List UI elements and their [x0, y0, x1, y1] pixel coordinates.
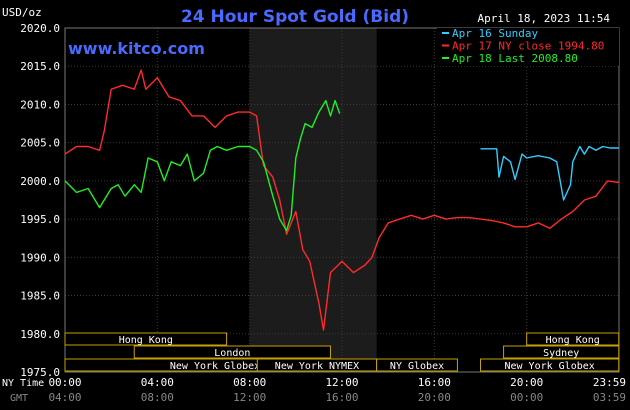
session-label: Hong Kong: [119, 335, 173, 346]
session-label: London: [214, 348, 250, 359]
x-tick-gmt: 16:00: [325, 391, 358, 404]
legend-entry: Apr 17 NY close 1994.80: [452, 40, 604, 53]
x-tick-ny: 04:00: [141, 376, 174, 389]
x-tick-gmt: 08:00: [141, 391, 174, 404]
series-line-1: [64, 69, 620, 331]
x-tick-ny: 08:00: [233, 376, 266, 389]
y-tick-label: 2015.0: [20, 60, 60, 73]
session-label: New York NYMEX: [275, 361, 359, 372]
session-bar: NY Globex: [376, 358, 458, 372]
ny-nymex-highlight-band: [249, 28, 377, 372]
x-tick-gmt: 12:00: [233, 391, 266, 404]
website-label[interactable]: www.kitco.com: [68, 39, 205, 58]
series-line-0: [480, 145, 619, 201]
x-tick-gmt: 04:00: [48, 391, 81, 404]
ny-time-label: NY Time: [2, 378, 44, 389]
session-label: New York Globex: [504, 361, 594, 372]
y-tick-label: 2010.0: [20, 98, 60, 111]
series-layer: [64, 69, 620, 331]
x-tick-gmt: 00:00: [510, 391, 543, 404]
session-bar: Hong Kong: [526, 332, 620, 346]
session-bar: New York Globex: [480, 358, 620, 372]
x-tick-ny: 16:00: [418, 376, 451, 389]
session-bar: London: [133, 345, 331, 359]
x-tick-ny: 12:00: [325, 376, 358, 389]
session-bar: New York NYMEX: [256, 358, 378, 372]
session-label: NY Globex: [390, 361, 444, 372]
x-tick-gmt: 03:59: [593, 391, 626, 404]
gmt-label: GMT: [10, 393, 28, 404]
y-tick-label: 1975.0: [20, 366, 60, 379]
series-line-2: [64, 99, 341, 232]
session-label: Hong Kong: [546, 335, 600, 346]
x-tick-gmt: 20:00: [418, 391, 451, 404]
y-tick-label: 1990.0: [20, 251, 60, 264]
chart-title: 24 Hour Spot Gold (Bid): [181, 7, 409, 27]
y-tick-label: 1985.0: [20, 290, 60, 303]
session-bar: Sydney: [503, 345, 620, 359]
unit-label: USD/oz: [2, 6, 42, 19]
datetime-label: April 18, 2023 11:54: [478, 12, 611, 25]
x-tick-labels: 00:00 04:00 04:00 08:00 08:00 12:00 12:00 16:00…: [48, 376, 626, 404]
y-tick-label: 1995.0: [20, 213, 60, 226]
y-tick-label: 2020.0: [20, 22, 60, 35]
y-tick-labels: 1975.0 1980.0 1985.0 1990.0 1995.0 2000.0 2005…: [20, 22, 60, 379]
legend-entry: Apr 18 Last 2008.80: [452, 52, 578, 65]
x-tick-ny: 20:00: [510, 376, 543, 389]
session-label: Sydney: [543, 348, 579, 359]
x-tick-ny: 23:59: [593, 376, 626, 389]
plot-border: [64, 27, 620, 373]
y-tick-label: 1980.0: [20, 328, 60, 341]
y-tick-label: 2000.0: [20, 175, 60, 188]
x-tick-ny: 00:00: [48, 376, 81, 389]
legend-entry: Apr 16 Sunday: [452, 27, 538, 40]
session-bars: Hong Kong London New York Globex New York N…: [64, 332, 620, 372]
session-bar: Hong Kong: [64, 332, 228, 346]
y-tick-label: 2005.0: [20, 137, 60, 150]
session-label: New York Globex: [170, 361, 260, 372]
legend-box: [437, 28, 619, 66]
